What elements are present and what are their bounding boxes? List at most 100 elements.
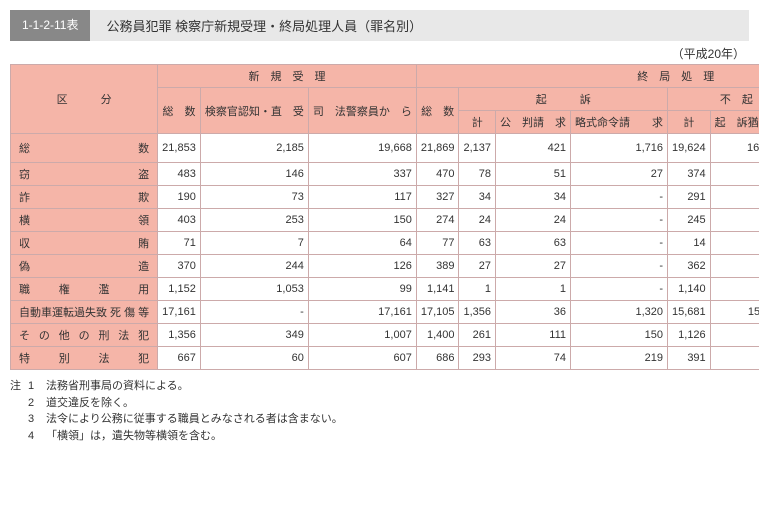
cell: 171: [710, 209, 759, 232]
table-body: 総 数21,8532,18519,66821,8692,1374211,7161…: [11, 134, 759, 370]
year-note: （平成20年）: [10, 45, 745, 62]
row-label: 収 賄: [11, 232, 158, 255]
table-row: その他の刑法犯1,3563491,0071,4002611111501,1264…: [11, 324, 759, 347]
table-row: 詐 欺190731173273434-2911741172: [11, 186, 759, 209]
cell: -: [200, 301, 308, 324]
table-row: 横 領4032531502742424-245171745: [11, 209, 759, 232]
cell: 117: [308, 186, 416, 209]
cell: -: [571, 278, 668, 301]
cell: 14: [668, 232, 711, 255]
cell: 17,161: [308, 301, 416, 324]
data-table: 区 分 新 規 受 理 終 局 処 理 総 数 検察官認知・直 受 司 法警察員…: [10, 64, 759, 370]
table-title: 公務員犯罪 検察庁新規受理・終局処理人員（罪名別）: [90, 10, 749, 41]
row-label: 詐 欺: [11, 186, 158, 209]
table-row: 職 権 濫 用1,1521,053991,14111-1,140101,130-: [11, 278, 759, 301]
row-label: 自動車運転過失致 死 傷 等: [11, 301, 158, 324]
table-number-tag: 1-1-2-11表: [10, 10, 90, 41]
table-row: 自動車運転過失致 死 傷 等17,161-17,16117,1051,35636…: [11, 301, 759, 324]
cell: 1,152: [158, 278, 201, 301]
row-label: 特 別 法 犯: [11, 347, 158, 370]
col-sousuu1: 総 数: [158, 88, 201, 134]
cell: 74: [496, 347, 571, 370]
table-row: 収 賄71764776363-1495-: [11, 232, 759, 255]
cell: 389: [416, 255, 459, 278]
cell: 73: [200, 186, 308, 209]
cell: 27: [496, 255, 571, 278]
cell: 24: [496, 209, 571, 232]
cell: 27: [459, 255, 496, 278]
cell: 291: [668, 186, 711, 209]
cell: 607: [308, 347, 416, 370]
note-1: 法務省刑事局の資料による。: [46, 378, 189, 395]
row-label: 横 領: [11, 209, 158, 232]
col-kubun: 区 分: [11, 65, 158, 134]
cell: 1: [496, 278, 571, 301]
cell: 51: [496, 163, 571, 186]
title-bar: 1-1-2-11表 公務員犯罪 検察庁新規受理・終局処理人員（罪名別）: [10, 10, 749, 41]
table-row: 特 別 法 犯66760607686293742193912911002: [11, 347, 759, 370]
cell: 686: [416, 347, 459, 370]
cell: 64: [308, 232, 416, 255]
cell: 1,716: [571, 134, 668, 163]
note-2: 道交違反を除く。: [46, 395, 134, 412]
col-ryakushiki: 略式命令請 求: [571, 111, 668, 134]
cell: 19,624: [668, 134, 711, 163]
note-4: 「横領」は，遺失物等横領を含む。: [46, 428, 222, 445]
cell: 231: [710, 163, 759, 186]
col-kiso-yuyo: 起 訴猶 予: [710, 111, 759, 134]
cell: 19,668: [308, 134, 416, 163]
cell: 7: [200, 232, 308, 255]
cell: 15,681: [668, 301, 711, 324]
cell: 15,411: [710, 301, 759, 324]
cell: 16,833: [710, 134, 759, 163]
cell: 374: [668, 163, 711, 186]
row-label: 窃 盗: [11, 163, 158, 186]
col-kouhan: 公 判請 求: [496, 111, 571, 134]
row-label: その他の刑法犯: [11, 324, 158, 347]
cell: 2,185: [200, 134, 308, 163]
cell: 2,137: [459, 134, 496, 163]
cell: 274: [416, 209, 459, 232]
cell: 470: [416, 163, 459, 186]
cell: 327: [416, 186, 459, 209]
row-label: 総 数: [11, 134, 158, 163]
cell: 362: [668, 255, 711, 278]
cell: 190: [158, 186, 201, 209]
footnotes: 注1法務省刑事局の資料による。 2道交違反を除く。 3法令により公務に従事する職…: [10, 378, 749, 444]
cell: 1,356: [459, 301, 496, 324]
table-row: 総 数21,8532,18519,66821,8692,1374211,7161…: [11, 134, 759, 163]
cell: 1,007: [308, 324, 416, 347]
cell: 667: [158, 347, 201, 370]
cell: 63: [496, 232, 571, 255]
cell: 1,356: [158, 324, 201, 347]
cell: 391: [668, 347, 711, 370]
cell: 293: [459, 347, 496, 370]
table-row: 偽 造3702441263892727-36269293-: [11, 255, 759, 278]
cell: 1,053: [200, 278, 308, 301]
cell: 24: [459, 209, 496, 232]
cell: 349: [200, 324, 308, 347]
cell: 1,126: [668, 324, 711, 347]
cell: 219: [571, 347, 668, 370]
col-kensatsu: 検察官認知・直 受: [200, 88, 308, 134]
col-kiso-kei: 計: [459, 111, 496, 134]
cell: 77: [416, 232, 459, 255]
cell: 9: [710, 232, 759, 255]
cell: 78: [459, 163, 496, 186]
colgroup-kiso: 起 訴: [459, 88, 668, 111]
cell: 34: [459, 186, 496, 209]
cell: 1,320: [571, 301, 668, 324]
cell: 483: [158, 163, 201, 186]
cell: 150: [308, 209, 416, 232]
cell: 1,140: [668, 278, 711, 301]
col-shihou: 司 法警察員か ら: [308, 88, 416, 134]
cell: 99: [308, 278, 416, 301]
cell: 10: [710, 278, 759, 301]
cell: 1: [459, 278, 496, 301]
cell: -: [571, 186, 668, 209]
cell: 71: [158, 232, 201, 255]
cell: 36: [496, 301, 571, 324]
cell: 467: [710, 324, 759, 347]
cell: 146: [200, 163, 308, 186]
cell: -: [571, 232, 668, 255]
